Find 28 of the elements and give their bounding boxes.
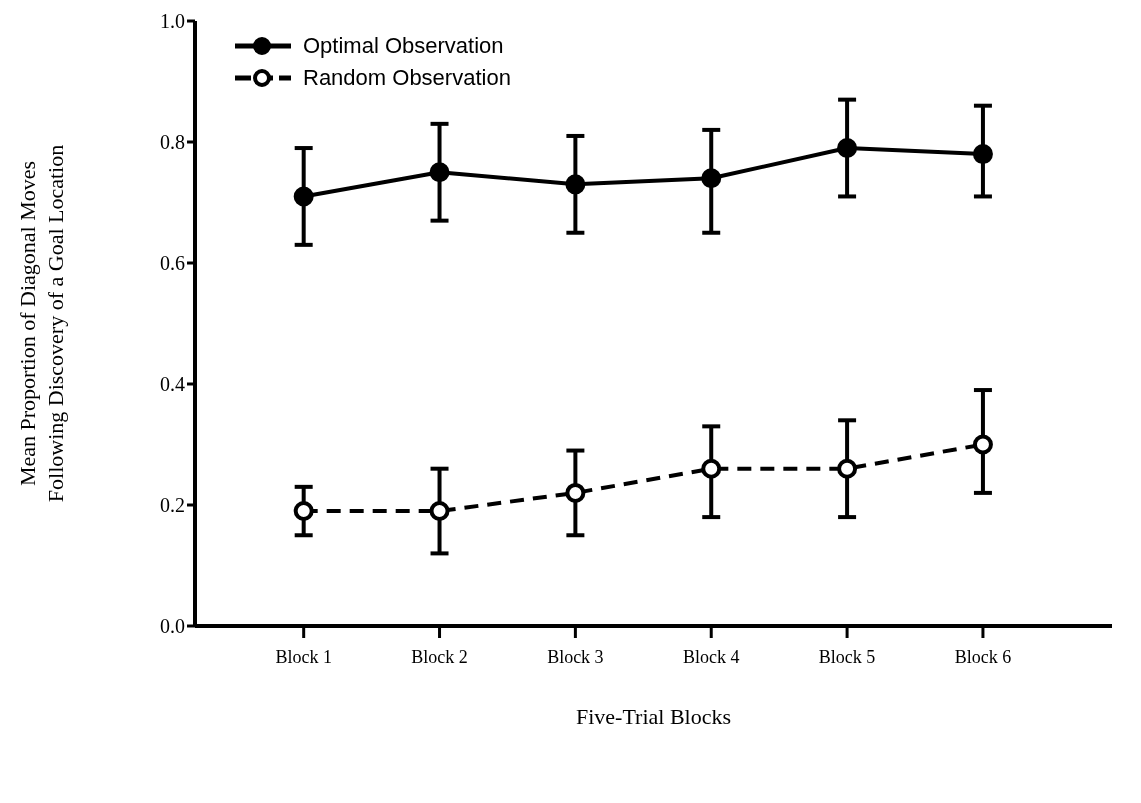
y-tick-label: 1.0: [160, 10, 185, 33]
point: [293, 186, 314, 207]
y-tick-label: 0.4: [160, 373, 185, 396]
legend-label: Optimal Observation: [303, 33, 504, 59]
point: [429, 162, 450, 183]
point: [701, 458, 722, 479]
point: [429, 501, 450, 522]
point: [565, 482, 586, 503]
y-axis-title: Mean Proportion of Diagonal Moves Following Discovery of a Goal Location: [15, 144, 68, 503]
y-tick-label: 0.6: [160, 252, 185, 275]
point: [837, 138, 858, 159]
x-tick-label: Block 3: [547, 646, 604, 667]
point: [565, 174, 586, 195]
point: [293, 501, 314, 522]
x-tick-label: Block 4: [682, 646, 740, 667]
x-tick-label: Block 6: [954, 646, 1012, 667]
y-tick-label: 0.8: [160, 131, 185, 154]
x-tick-label: Block 2: [411, 646, 468, 667]
x-tick-label: Block 5: [818, 646, 876, 667]
point: [837, 458, 858, 479]
point: [972, 144, 993, 165]
x-tick-label: Block 1: [275, 646, 332, 667]
point: [972, 434, 993, 455]
y-tick-label: 0.2: [160, 494, 185, 517]
y-tick-label: 0.0: [160, 615, 185, 638]
legend-label: Random Observation: [303, 65, 511, 91]
point: [701, 168, 722, 189]
x-axis-title: Five-Trial Blocks: [575, 704, 732, 729]
